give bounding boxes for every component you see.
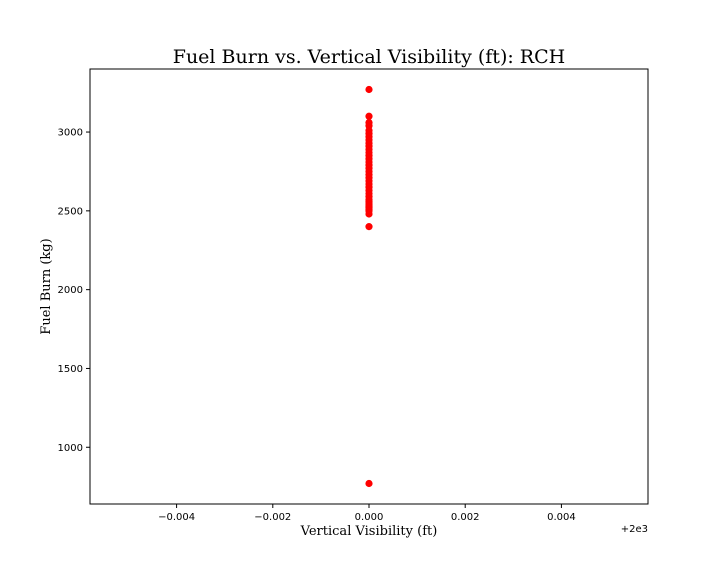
chart-title: Fuel Burn vs. Vertical Visibility (ft): … bbox=[173, 46, 565, 68]
x-axis-label: Vertical Visibility (ft) bbox=[300, 524, 438, 539]
data-point bbox=[365, 85, 373, 94]
data-point bbox=[365, 223, 373, 231]
x-tick-label: 0.004 bbox=[547, 512, 576, 523]
data-point bbox=[365, 479, 373, 488]
data-points bbox=[365, 85, 373, 488]
y-tick-label: 3000 bbox=[58, 128, 83, 139]
y-tick-label: 1000 bbox=[58, 443, 83, 454]
y-axis-label: Fuel Burn (kg) bbox=[39, 238, 54, 334]
x-tick-label: 0.002 bbox=[451, 512, 480, 523]
x-tick-label: −0.004 bbox=[158, 512, 195, 523]
y-axis-ticks: 1000 1500 2000 2500 3000 bbox=[58, 128, 90, 454]
x-tick-label: 0.000 bbox=[355, 512, 384, 523]
data-point bbox=[365, 112, 373, 120]
data-point bbox=[365, 210, 373, 218]
y-tick-label: 2500 bbox=[58, 206, 83, 217]
y-tick-label: 2000 bbox=[58, 285, 83, 296]
y-tick-label: 1500 bbox=[58, 364, 83, 375]
x-axis-ticks: −0.004 −0.002 0.000 0.002 0.004 bbox=[158, 504, 576, 523]
x-tick-label: −0.002 bbox=[254, 512, 291, 523]
x-offset-label: +2e3 bbox=[621, 524, 648, 535]
